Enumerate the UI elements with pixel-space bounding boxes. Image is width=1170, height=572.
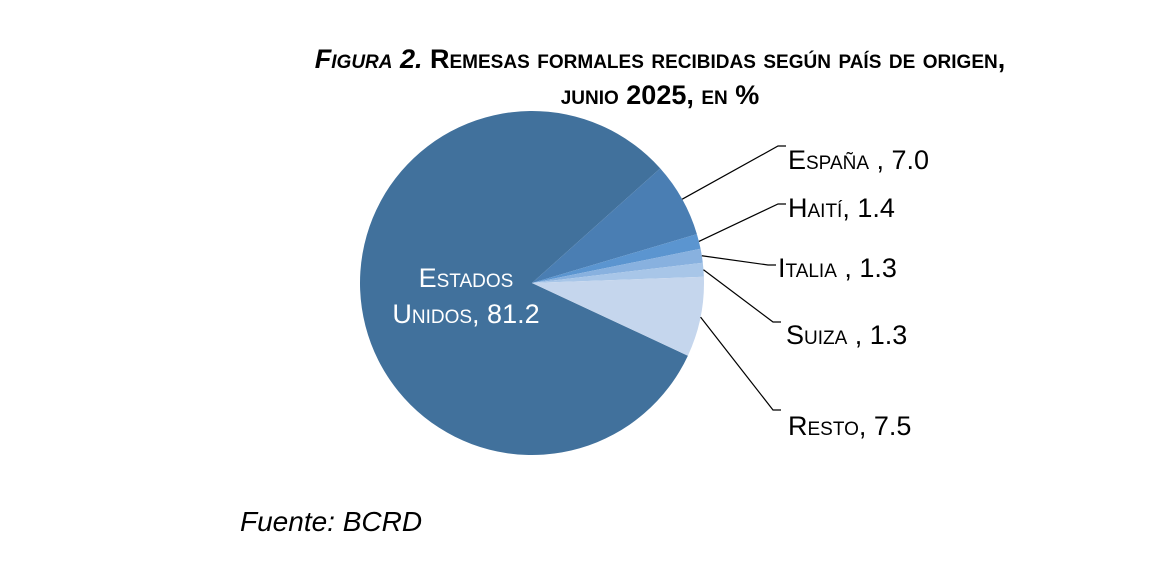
label-estados: Estados — [419, 263, 514, 293]
chart-title-line1: Figura 2. Remesas formales recibidas seg… — [180, 44, 1140, 75]
figure-label: Figura 2. — [314, 44, 423, 74]
leader-line-suiza — [703, 269, 781, 323]
label-suiza: Suiza , 1.3 — [786, 320, 907, 350]
pie-slice-haiti — [532, 234, 701, 283]
label-unidos-value: Unidos, 81.2 — [392, 299, 539, 329]
pie-slice-suiza — [532, 262, 704, 283]
leader-line-espana — [681, 145, 786, 200]
title-text: Remesas formales recibidas según país de… — [430, 44, 1006, 74]
label-espana: España , 7.0 — [788, 145, 929, 175]
leader-line-resto — [700, 316, 781, 411]
label-resto: Resto, 7.5 — [788, 411, 911, 441]
pie-slice-resto — [532, 276, 704, 356]
leader-line-italia — [701, 255, 776, 266]
pie-slice-italia — [532, 248, 703, 283]
label-italia: Italia , 1.3 — [778, 253, 897, 283]
source-note: Fuente: BCRD — [240, 506, 423, 537]
leader-line-haiti — [698, 203, 786, 242]
chart-title-line2: junio 2025, en % — [560, 80, 760, 110]
pie-slice-estados-unidos — [360, 110, 688, 455]
label-haiti: Haití, 1.4 — [788, 193, 895, 223]
pie-slice-espana — [532, 168, 697, 283]
